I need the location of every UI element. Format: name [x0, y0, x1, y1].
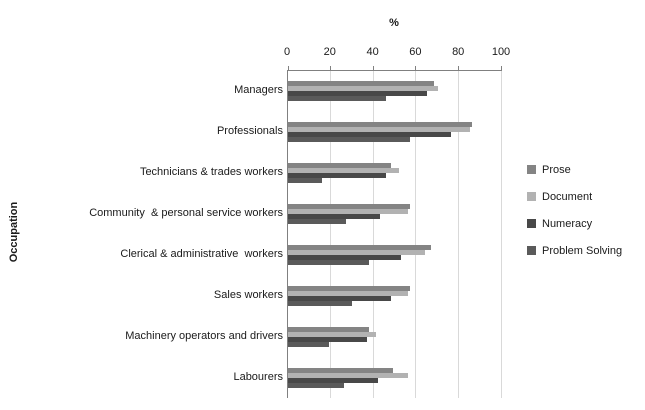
category-label: Managers — [234, 84, 283, 97]
legend-swatch-icon — [527, 165, 536, 174]
x-axis-tick-40 — [372, 66, 374, 70]
bar-document — [288, 331, 376, 337]
bar-problem-solving — [288, 219, 346, 225]
category-label: Clerical & administrative workers — [120, 247, 283, 260]
bar-numeracy — [288, 91, 428, 97]
x-axis-tick-label-60: 60 — [409, 46, 422, 58]
bar-numeracy — [288, 214, 381, 220]
legend-swatch-icon — [527, 246, 536, 255]
category-label: Sales workers — [213, 288, 283, 301]
gridline-40 — [372, 71, 374, 398]
x-axis-tick-label-40: 40 — [366, 46, 379, 58]
bar-numeracy — [288, 132, 451, 138]
bar-problem-solving — [288, 259, 370, 265]
legend-swatch-icon — [527, 219, 536, 228]
x-axis-tick-label-0: 0 — [283, 46, 291, 58]
legend-label: Prose — [542, 163, 571, 176]
bar-prose — [288, 163, 391, 169]
bar-prose — [288, 244, 432, 250]
bar-document — [288, 372, 408, 378]
x-axis-tick-0 — [288, 66, 289, 70]
legend-item: Prose — [527, 156, 622, 183]
gridline-80 — [458, 71, 460, 398]
bar-prose — [288, 204, 410, 210]
bar-document — [288, 290, 408, 296]
bar-document — [288, 168, 400, 174]
legend-label: Problem Solving — [542, 244, 623, 257]
y-axis-title: Occupation — [8, 201, 20, 263]
bar-prose — [288, 122, 473, 128]
bar-numeracy — [288, 295, 391, 301]
bar-numeracy — [288, 377, 378, 383]
category-label: Machinery operators and drivers — [125, 329, 283, 342]
x-axis-tick-label-100: 100 — [491, 46, 511, 58]
legend-item: Problem Solving — [527, 237, 622, 264]
bar-problem-solving — [288, 341, 329, 347]
category-label: Labourers — [233, 370, 283, 383]
bar-problem-solving — [288, 382, 344, 388]
x-axis-tick-100 — [501, 66, 502, 70]
x-axis-tick-80 — [458, 66, 460, 70]
category-label: Professionals — [216, 125, 283, 138]
bar-document — [288, 127, 470, 133]
bar-document — [288, 249, 425, 255]
bar-problem-solving — [288, 96, 387, 102]
legend-swatch-icon — [527, 192, 536, 201]
x-axis-tick-label-80: 80 — [452, 46, 465, 58]
bar-document — [288, 86, 438, 92]
plot-area — [287, 66, 502, 398]
bar-numeracy — [288, 254, 402, 260]
legend-item: Numeracy — [527, 210, 622, 237]
bar-prose — [288, 367, 393, 373]
legend-item: Document — [527, 183, 622, 210]
bar-problem-solving — [288, 137, 410, 143]
bar-prose — [288, 326, 370, 332]
bar-problem-solving — [288, 300, 353, 306]
bar-prose — [288, 285, 410, 291]
x-axis-tick-label-20: 20 — [323, 46, 336, 58]
legend-label: Document — [542, 190, 593, 203]
bar-numeracy — [288, 336, 368, 342]
bar-prose — [288, 81, 434, 87]
gridline-20 — [329, 71, 331, 398]
category-label: Community & personal service workers — [89, 207, 283, 220]
legend: Prose Document Numeracy Problem Solving — [527, 156, 622, 264]
bar-document — [288, 209, 408, 215]
gridline-100 — [501, 71, 502, 398]
x-axis-tick-60 — [415, 66, 417, 70]
bar-numeracy — [288, 173, 387, 179]
x-axis-tick-20 — [329, 66, 331, 70]
bar-problem-solving — [288, 178, 323, 184]
legend-label: Numeracy — [542, 217, 593, 230]
gridline-60 — [415, 71, 417, 398]
x-axis-title: % — [389, 17, 399, 29]
category-label: Technicians & trades workers — [139, 166, 283, 179]
